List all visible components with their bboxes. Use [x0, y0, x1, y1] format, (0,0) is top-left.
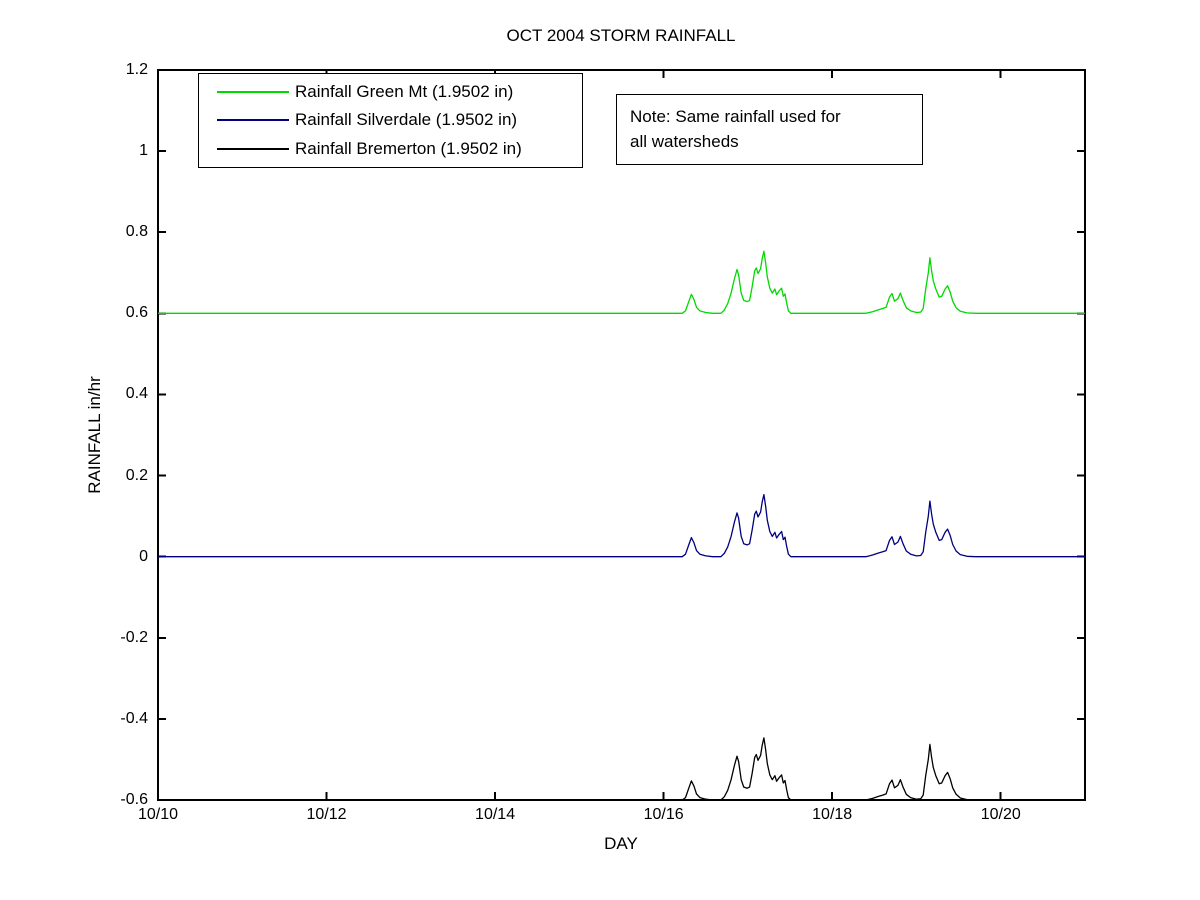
x-tick-label: 10/16 — [643, 806, 684, 823]
x-tick-label: 10/18 — [812, 806, 853, 823]
note-text-line: all watersheds — [630, 132, 739, 151]
y-tick-label: 1 — [139, 142, 148, 160]
legend-item-label: Rainfall Bremerton (1.9502 in) — [295, 138, 522, 158]
y-tick-label: -0.6 — [120, 791, 148, 808]
series-line-1 — [158, 493, 1085, 558]
y-tick-label: 0.6 — [125, 304, 148, 322]
y-tick-label: 1.2 — [125, 61, 148, 78]
x-tick-label: 10/10 — [137, 806, 179, 823]
y-tick-label: 0.2 — [125, 466, 148, 484]
x-tick-label: 10/14 — [475, 806, 516, 823]
legend-item-label: Rainfall Green Mt (1.9502 in) — [295, 82, 514, 102]
legend-item-2: Rainfall Bremerton (1.9502 in) — [199, 135, 582, 163]
y-tick-label: -0.4 — [120, 709, 148, 727]
note-text-line: Note: Same rainfall used for — [630, 107, 841, 126]
x-axis-label: DAY — [604, 834, 638, 853]
x-tick-label: 10/12 — [306, 806, 347, 823]
series-line-2 — [158, 737, 1085, 801]
legend-line-sample — [217, 91, 289, 94]
legend-line-sample — [217, 147, 289, 150]
legend-item-1: Rainfall Silverdale (1.9502 in) — [199, 106, 582, 134]
legend-line-sample — [217, 119, 289, 122]
note-box: Note: Same rainfall used for all watershe… — [616, 94, 923, 165]
series-line-0 — [158, 250, 1085, 314]
x-tick-label: 10/20 — [980, 806, 1021, 823]
legend: Rainfall Green Mt (1.9502 in) Rainfall Si… — [198, 73, 583, 168]
chart-title: OCT 2004 STORM RAINFALL — [506, 26, 736, 45]
y-tick-label: -0.2 — [120, 628, 148, 646]
y-tick-label: 0.8 — [125, 223, 148, 241]
legend-item-label: Rainfall Silverdale (1.9502 in) — [295, 110, 518, 130]
legend-item-0: Rainfall Green Mt (1.9502 in) — [199, 78, 582, 106]
y-tick-label: 0.4 — [125, 385, 148, 403]
axes-box — [157, 69, 1086, 801]
y-tick-label: 0 — [139, 547, 148, 565]
